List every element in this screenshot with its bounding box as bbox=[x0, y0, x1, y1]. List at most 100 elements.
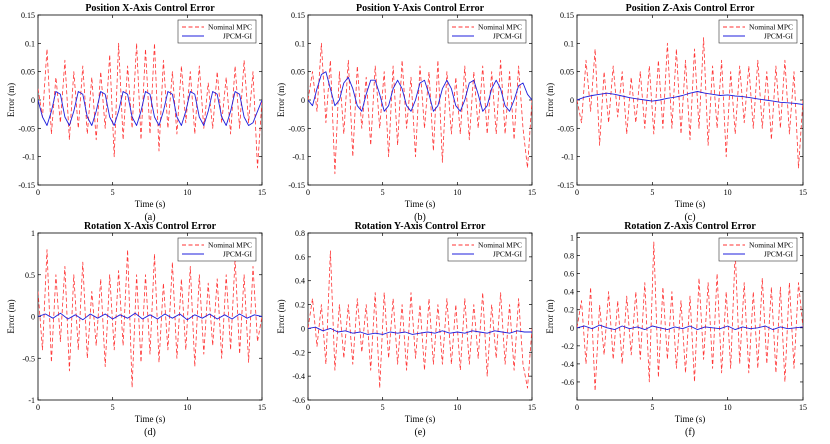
y-tick-label: -0.2 bbox=[561, 342, 574, 351]
y-tick-label: -0.4 bbox=[561, 360, 574, 369]
y-tick-label: 0.1 bbox=[25, 39, 35, 48]
y-tick-label: 0.1 bbox=[564, 39, 574, 48]
y-axis-label: Error (m) bbox=[276, 299, 286, 333]
series-line-nominal-mpc bbox=[38, 249, 262, 388]
y-axis-label: Error (m) bbox=[545, 83, 555, 117]
chart-panel-5: 0 5 10 15 -0.6 -0.4 -0.2 0 0.2 0.4 0.6 0.8 Rotation … bbox=[276, 221, 536, 438]
legend-label-nominal-mpc: Nominal MPC bbox=[749, 23, 793, 32]
y-tick-label: 0.05 bbox=[21, 68, 35, 77]
legend-box bbox=[718, 19, 798, 44]
chart-panel-3: 0 5 10 15 -0.15 -0.1 -0.05 0 0.05 0.1 0.15 Position… bbox=[545, 3, 807, 223]
y-tick-label: 0.1 bbox=[295, 39, 305, 48]
series-group bbox=[308, 250, 532, 389]
legend-label-nominal-mpc: Nominal MPC bbox=[208, 241, 252, 250]
y-tick-label: -0.4 bbox=[292, 372, 305, 381]
chart-title: Rotation Z-Axis Control Error bbox=[624, 221, 756, 232]
y-tick-label: 0.15 bbox=[560, 11, 574, 20]
y-tick-label: 0 bbox=[570, 96, 574, 105]
y-tick-label: 0 bbox=[301, 96, 305, 105]
y-tick-label: 0.15 bbox=[21, 11, 35, 20]
plot-area bbox=[37, 14, 263, 186]
x-tick-label: 15 bbox=[258, 188, 266, 197]
legend-label-nominal-mpc: Nominal MPC bbox=[208, 23, 252, 32]
legend-label-nominal-mpc: Nominal MPC bbox=[478, 23, 522, 32]
y-tick-label: -0.1 bbox=[561, 153, 574, 162]
x-tick-label: 10 bbox=[183, 403, 191, 412]
x-axis-label: Time (s) bbox=[675, 414, 705, 424]
chart-title: Position Y-Axis Control Error bbox=[356, 3, 485, 14]
x-tick-label: 10 bbox=[453, 403, 461, 412]
x-tick-label: 0 bbox=[36, 188, 40, 197]
x-tick-label: 10 bbox=[453, 188, 461, 197]
y-tick-label: 0.8 bbox=[295, 229, 305, 238]
y-tick-label: -0.15 bbox=[288, 181, 305, 190]
series-line-nominal-mpc bbox=[308, 250, 532, 389]
x-axis-label: Time (s) bbox=[405, 199, 435, 209]
x-tick-label: 0 bbox=[36, 403, 40, 412]
panel-caption: (b) bbox=[414, 212, 426, 223]
series-group bbox=[38, 249, 262, 388]
x-tick-label: 5 bbox=[381, 403, 385, 412]
panel-caption: (f) bbox=[685, 427, 695, 438]
chart-title: Rotation X-Axis Control Error bbox=[84, 221, 217, 232]
legend-box bbox=[177, 237, 257, 262]
y-tick-label: 0 bbox=[31, 96, 35, 105]
series-line-jpcm-gi bbox=[308, 326, 532, 335]
y-tick-label: -0.5 bbox=[22, 354, 35, 363]
legend-label-nominal-mpc: Nominal MPC bbox=[478, 241, 522, 250]
x-tick-label: 0 bbox=[575, 403, 579, 412]
chart-title: Rotation Y-Axis Control Error bbox=[355, 221, 486, 232]
y-tick-label: -0.15 bbox=[18, 181, 35, 190]
series-group bbox=[38, 42, 262, 169]
y-tick-label: 1 bbox=[31, 229, 35, 238]
y-tick-label: -0.05 bbox=[557, 124, 574, 133]
chart-panel-1: 0 5 10 15 -0.15 -0.1 -0.05 0 0.05 0.1 0.15 Position… bbox=[6, 3, 266, 223]
y-tick-label: 0 bbox=[301, 324, 305, 333]
x-tick-label: 10 bbox=[183, 188, 191, 197]
x-tick-label: 10 bbox=[724, 403, 732, 412]
series-group bbox=[577, 241, 803, 392]
series-line-nominal-mpc bbox=[577, 37, 803, 169]
chart-panel-6: 0 5 10 15 -0.6 -0.4 -0.2 0 0.2 0.4 0.6 0.8 1 Rotation… bbox=[545, 221, 807, 438]
x-tick-label: 5 bbox=[650, 403, 654, 412]
y-tick-label: 0.4 bbox=[295, 277, 305, 286]
series-line-nominal-mpc bbox=[577, 241, 803, 392]
y-tick-label: -0.2 bbox=[292, 348, 305, 357]
y-tick-label: -1 bbox=[28, 396, 35, 405]
y-tick-label: -0.6 bbox=[292, 396, 305, 405]
y-axis-label: Error (m) bbox=[276, 83, 286, 117]
legend-box bbox=[718, 237, 798, 262]
chart-panel-2: 0 5 10 15 -0.15 -0.1 -0.05 0 0.05 0.1 0.15 Position… bbox=[276, 3, 536, 223]
x-tick-label: 5 bbox=[111, 403, 115, 412]
x-axis-label: Time (s) bbox=[135, 414, 165, 424]
legend-box bbox=[447, 19, 527, 44]
y-tick-label: -0.05 bbox=[18, 124, 35, 133]
y-tick-label: 0.2 bbox=[564, 306, 574, 315]
panel-caption: (e) bbox=[414, 427, 425, 438]
y-tick-label: 0.6 bbox=[295, 253, 305, 262]
x-tick-label: 5 bbox=[381, 188, 385, 197]
x-tick-label: 5 bbox=[650, 188, 654, 197]
x-tick-label: 0 bbox=[306, 188, 310, 197]
y-tick-label: 0.15 bbox=[291, 11, 305, 20]
y-tick-label: 0.6 bbox=[564, 270, 574, 279]
x-tick-label: 10 bbox=[724, 188, 732, 197]
y-tick-label: -0.05 bbox=[288, 124, 305, 133]
x-axis-label: Time (s) bbox=[405, 414, 435, 424]
series-line-jpcm-gi bbox=[577, 91, 803, 105]
y-axis-label: Error (m) bbox=[6, 299, 16, 333]
chart-title: Position X-Axis Control Error bbox=[85, 3, 215, 14]
chart-title: Position Z-Axis Control Error bbox=[626, 3, 755, 14]
y-tick-label: 0.05 bbox=[560, 68, 574, 77]
series-line-jpcm-gi bbox=[577, 324, 803, 331]
x-tick-label: 15 bbox=[258, 403, 266, 412]
y-tick-label: -0.6 bbox=[561, 378, 574, 387]
series-line-nominal-mpc bbox=[38, 42, 262, 169]
series-line-nominal-mpc bbox=[308, 42, 532, 175]
plot-area bbox=[307, 14, 533, 186]
